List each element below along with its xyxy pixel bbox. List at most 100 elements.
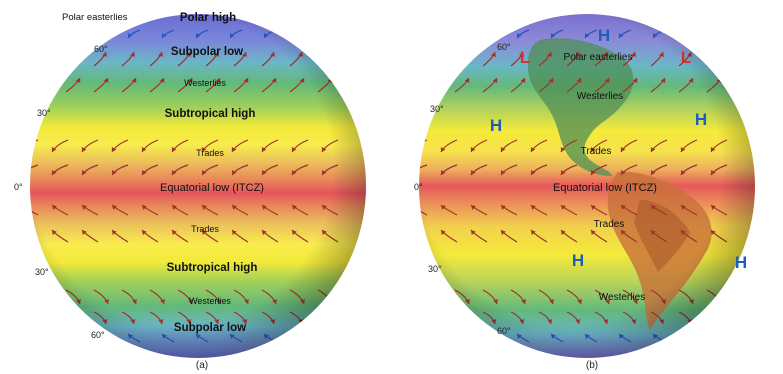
wind-arrow — [706, 311, 720, 325]
wind-arrow — [448, 333, 462, 343]
wind-arrow — [30, 333, 39, 343]
wind-arrow — [482, 333, 496, 343]
lat-30n-b: 30° — [430, 104, 444, 114]
wind-arrowhead — [411, 170, 415, 175]
pressure-low-right-b: L — [680, 48, 692, 67]
lat-60n-b: 60° — [497, 42, 511, 52]
lat-eq-b: 0° — [414, 182, 423, 192]
wind-arrowhead — [30, 33, 31, 38]
pressure-high-pacific-s-b: H — [571, 251, 585, 270]
lat-30s-a: 30° — [35, 267, 49, 277]
wind-arrow — [734, 51, 748, 67]
wind-arrow — [454, 311, 468, 325]
label-westerlies-s-a: Westerlies — [189, 296, 231, 306]
wind-arrow — [720, 29, 734, 39]
lat-eq-a: 0° — [14, 182, 23, 192]
wind-arrow — [686, 29, 700, 39]
label-equatorial-low-a: Equatorial low (ITCZ) — [160, 182, 264, 194]
wind-arrowhead — [47, 78, 53, 83]
wind-arrowhead — [60, 334, 65, 339]
wind-arrow — [345, 77, 361, 93]
wind-arrowhead — [437, 299, 442, 304]
wind-arrowhead — [30, 334, 31, 339]
wind-arrow — [720, 333, 734, 343]
wind-arrowhead — [298, 334, 303, 339]
lat-60s-b: 60° — [497, 326, 511, 336]
wind-arrowhead — [326, 319, 332, 324]
wind-arrowhead — [355, 78, 361, 83]
wind-arrowhead — [687, 334, 692, 339]
wind-arrowhead — [22, 205, 27, 210]
lat-30s-b: 30° — [428, 264, 442, 274]
label-westerlies-s-b: Westerlies — [598, 292, 646, 303]
wind-arrowhead — [411, 147, 416, 152]
wind-arrow — [59, 29, 73, 39]
wind-arrow — [331, 29, 345, 39]
wind-arrow — [37, 77, 53, 93]
wind-arrowhead — [743, 52, 749, 57]
wind-arrowhead — [715, 52, 721, 57]
label-trades-s-b: Trades — [593, 219, 625, 230]
wind-arrowhead — [721, 33, 726, 38]
wind-arrow — [30, 29, 39, 39]
wind-arrowhead — [436, 78, 442, 83]
wind-arrowhead — [22, 170, 26, 175]
wind-arrow — [419, 29, 428, 39]
wind-arrow — [37, 311, 51, 325]
wind-arrow — [37, 51, 51, 67]
wind-arrow — [317, 311, 331, 325]
wind-arrow — [345, 311, 359, 325]
wind-arrowhead — [46, 52, 52, 57]
wind-arrow — [345, 289, 361, 305]
wind-arrow — [706, 51, 720, 67]
label-subtropical-high-n-a: Subtropical high — [164, 108, 256, 120]
wind-arrowhead — [419, 33, 420, 38]
wind-arrowhead — [463, 52, 469, 57]
label-westerlies-n-a: Westerlies — [184, 78, 226, 88]
wind-arrow — [426, 51, 440, 67]
wind-arrowhead — [326, 52, 332, 57]
wind-arrow — [734, 77, 750, 93]
pressure-high-atlantic-e-b: H — [694, 110, 708, 129]
wind-arrow — [426, 311, 440, 325]
lat-60s-a: 60° — [91, 330, 105, 340]
label-trades-n-a: Trades — [196, 148, 224, 158]
wind-arrowhead — [411, 205, 416, 210]
wind-arrowhead — [721, 334, 726, 339]
wind-arrow — [482, 29, 496, 39]
wind-arrow — [734, 311, 748, 325]
caption-a: (a) — [195, 360, 209, 371]
wind-arrow — [65, 311, 79, 325]
wind-arrow — [454, 51, 468, 67]
wind-arrowhead — [449, 33, 454, 38]
wind-arrowhead — [48, 299, 53, 304]
wind-arrow — [426, 77, 442, 93]
wind-arrowhead — [483, 33, 488, 38]
label-trades-s-a: Trades — [191, 224, 219, 234]
wind-arrowhead — [356, 299, 361, 304]
lat-30n-a: 30° — [37, 108, 51, 118]
wind-arrow — [734, 289, 750, 305]
wind-arrowhead — [46, 319, 52, 324]
wind-arrow — [59, 333, 73, 343]
wind-arrow — [30, 229, 39, 243]
label-subpolar-low-s-a: Subpolar low — [173, 322, 247, 334]
pressure-high-atlantic-s-b: H — [734, 253, 748, 272]
wind-arrow — [686, 333, 700, 343]
label-trades-n-b: Trades — [580, 146, 612, 157]
wind-arrowhead — [298, 33, 303, 38]
wind-arrowhead — [411, 230, 416, 235]
wind-arrowhead — [22, 147, 27, 152]
wind-arrowhead — [74, 319, 80, 324]
label-equatorial-low-b: Equatorial low (ITCZ) — [553, 182, 657, 194]
wind-arrow — [419, 333, 428, 343]
wind-arrow — [426, 289, 442, 305]
lat-60n-a: 60° — [94, 44, 108, 54]
caption-b: (b) — [585, 360, 599, 371]
wind-arrowhead — [354, 319, 360, 324]
wind-arrowhead — [744, 78, 750, 83]
wind-arrow — [317, 51, 331, 67]
wind-arrowhead — [743, 319, 749, 324]
